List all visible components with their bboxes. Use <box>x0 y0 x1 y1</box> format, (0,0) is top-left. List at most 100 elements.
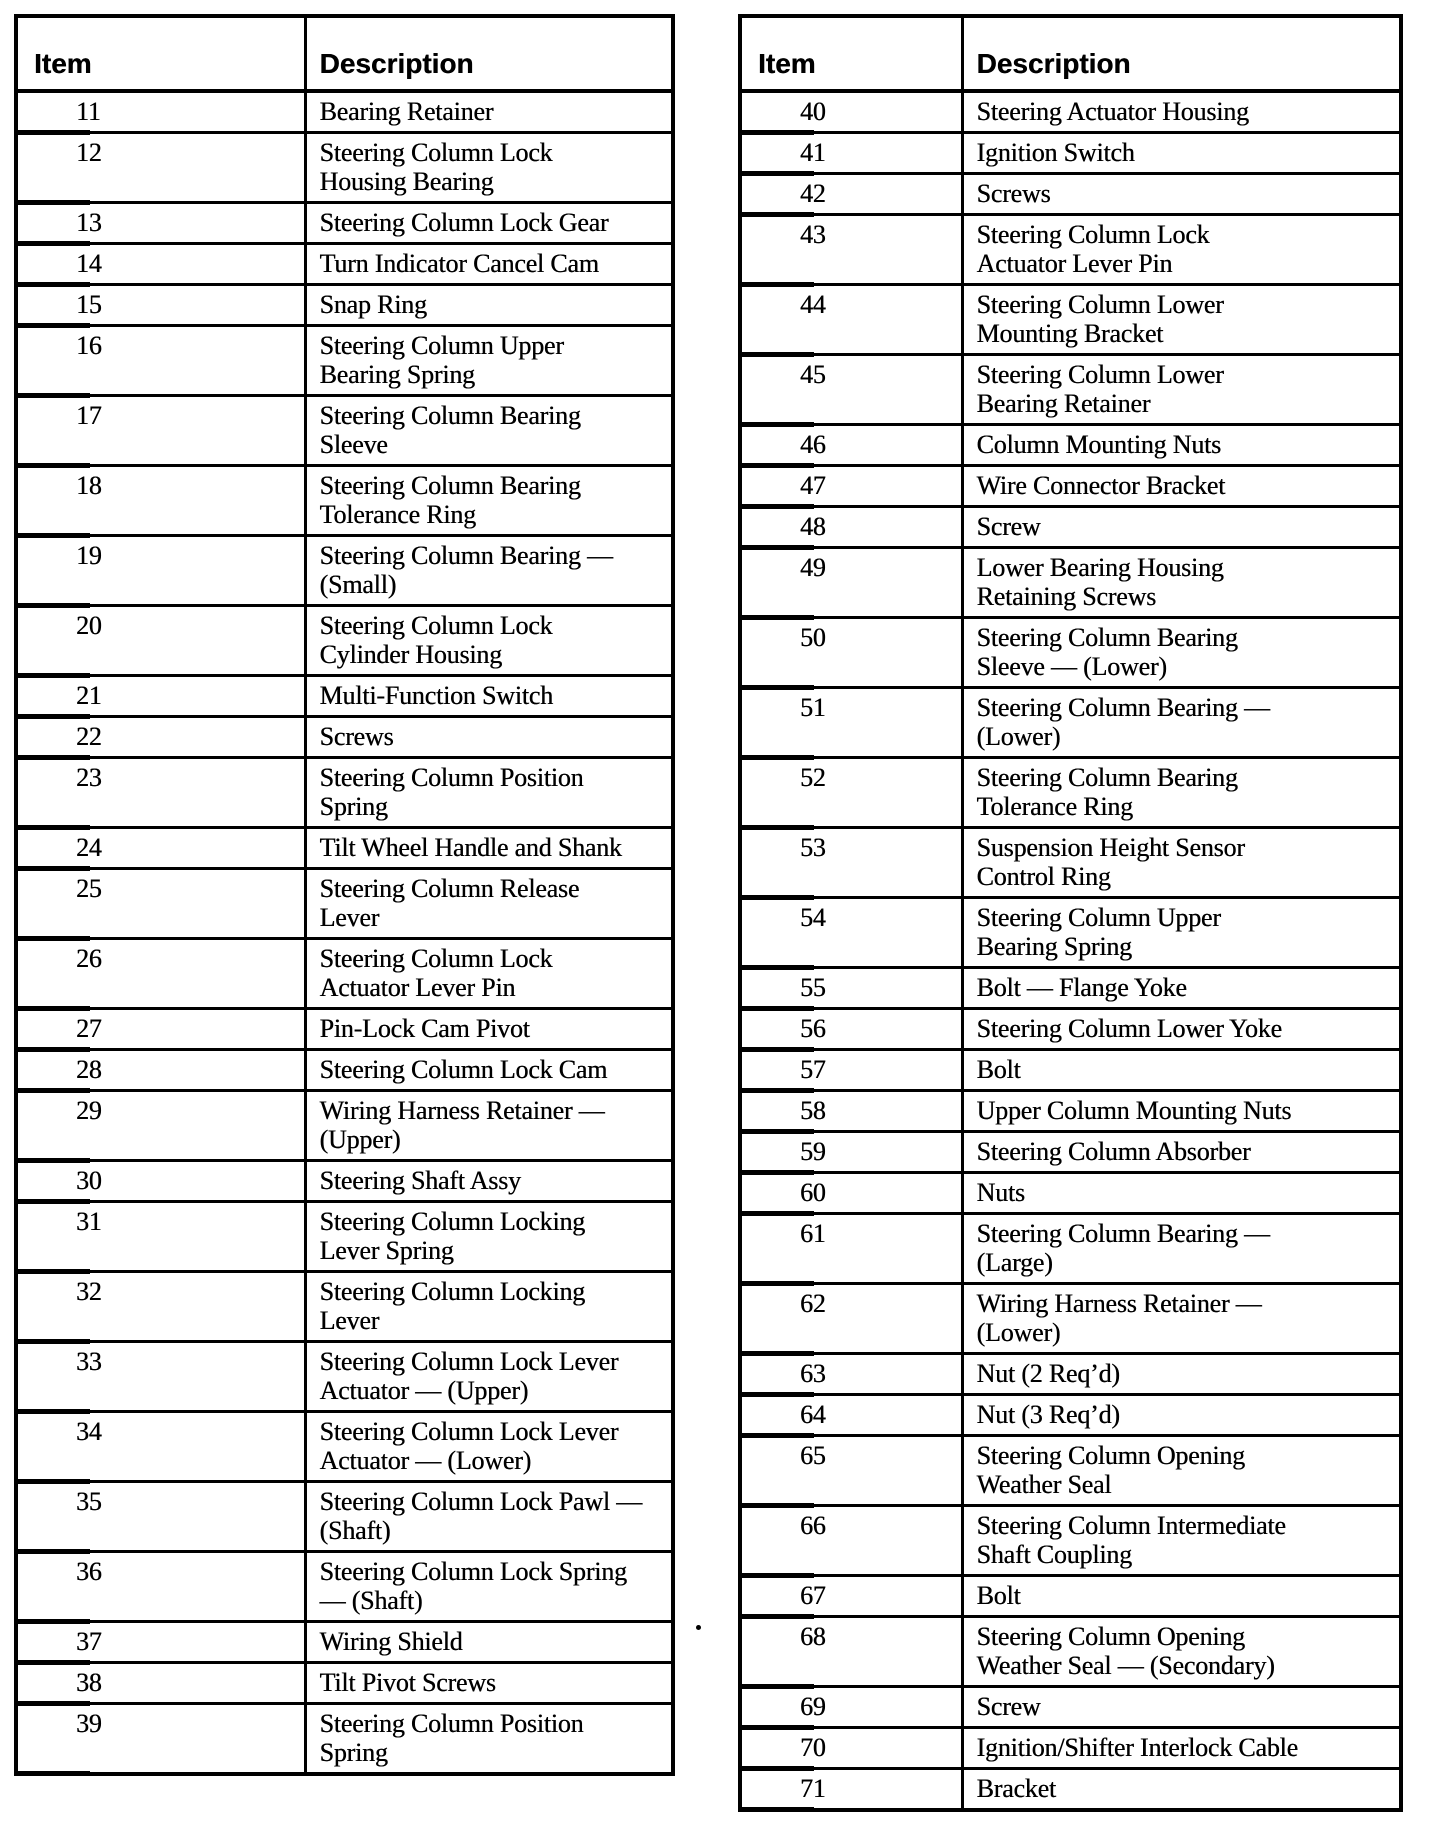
description-column-header: Description <box>303 14 675 93</box>
table-row: 25 Steering Column Release Lever <box>14 867 675 943</box>
table-row: 65 Steering Column Opening Weather Seal <box>738 1434 1403 1510</box>
item-column-header: Item <box>738 14 964 93</box>
item-number: 64 <box>738 1393 964 1440</box>
item-number: 33 <box>14 1340 307 1416</box>
item-description: Steering Shaft Assy <box>303 1159 675 1203</box>
item-description: Screws <box>303 715 675 759</box>
item-number: 71 <box>738 1767 964 1813</box>
parts-table-right: Item Description 40 Steering Actuator Hou… <box>738 14 1403 1813</box>
item-description: Steering Column Lock Pawl — (Shaft) <box>303 1480 675 1553</box>
item-description: Bolt <box>960 1574 1403 1618</box>
item-description: Column Mounting Nuts <box>960 423 1403 467</box>
item-number: 56 <box>738 1007 964 1054</box>
item-number: 44 <box>738 283 964 359</box>
item-description: Steering Column Lock Gear <box>303 201 675 245</box>
item-number: 52 <box>738 756 964 832</box>
item-description: Steering Column Lock Cylinder Housing <box>303 604 675 677</box>
item-description: Steering Column Absorber <box>960 1130 1403 1174</box>
item-description: Steering Column Bearing Sleeve — (Lower) <box>960 616 1403 689</box>
item-description: Steering Column Bearing — (Lower) <box>960 686 1403 759</box>
table-row: 37 Wiring Shield <box>14 1620 675 1667</box>
table-row: 19 Steering Column Bearing — (Small) <box>14 534 675 610</box>
table-row: 18 Steering Column Bearing Tolerance Ring <box>14 464 675 540</box>
item-number: 31 <box>14 1200 307 1276</box>
item-column-header: Item <box>14 14 307 93</box>
item-description: Steering Column Position Spring <box>303 756 675 829</box>
item-description: Tilt Wheel Handle and Shank <box>303 826 675 870</box>
table-row: 61 Steering Column Bearing — (Large) <box>738 1212 1403 1288</box>
table-row: 14 Turn Indicator Cancel Cam <box>14 242 675 289</box>
item-number: 60 <box>738 1171 964 1218</box>
item-number: 16 <box>14 324 307 400</box>
header-row: Item Description <box>738 14 1403 93</box>
item-number: 24 <box>14 826 307 873</box>
item-number: 23 <box>14 756 307 832</box>
item-number: 70 <box>738 1726 964 1773</box>
table-row: 13 Steering Column Lock Gear <box>14 201 675 248</box>
item-number: 21 <box>14 674 307 721</box>
item-number: 38 <box>14 1661 307 1708</box>
table-row: 59 Steering Column Absorber <box>738 1130 1403 1177</box>
item-description: Steering Actuator Housing <box>960 89 1403 134</box>
table-row: 20 Steering Column Lock Cylinder Housing <box>14 604 675 680</box>
item-description: Steering Column Bearing Tolerance Ring <box>960 756 1403 829</box>
item-number: 48 <box>738 505 964 552</box>
table-row: 53 Suspension Height Sensor Control Ring <box>738 826 1403 902</box>
table-row: 34 Steering Column Lock Lever Actuator — … <box>14 1410 675 1486</box>
item-number: 29 <box>14 1089 307 1165</box>
item-number: 51 <box>738 686 964 762</box>
item-description: Snap Ring <box>303 283 675 327</box>
item-number: 49 <box>738 546 964 622</box>
item-description: Steering Column Lower Bearing Retainer <box>960 353 1403 426</box>
item-description: Steering Column Upper Bearing Spring <box>303 324 675 397</box>
item-number: 61 <box>738 1212 964 1288</box>
item-number: 30 <box>14 1159 307 1206</box>
table-row: 24 Tilt Wheel Handle and Shank <box>14 826 675 873</box>
item-description: Steering Column Bearing Tolerance Ring <box>303 464 675 537</box>
item-number: 20 <box>14 604 307 680</box>
item-description: Ignition Switch <box>960 131 1403 175</box>
item-number: 62 <box>738 1282 964 1358</box>
item-description: Screws <box>960 172 1403 216</box>
item-description: Steering Column Lock Actuator Lever Pin <box>303 937 675 1010</box>
table-row: 50 Steering Column Bearing Sleeve — (Lowe… <box>738 616 1403 692</box>
table-row: 58 Upper Column Mounting Nuts <box>738 1089 1403 1136</box>
item-number: 36 <box>14 1550 307 1626</box>
item-number: 67 <box>738 1574 964 1621</box>
item-description: Steering Column Locking Lever Spring <box>303 1200 675 1273</box>
item-number: 22 <box>14 715 307 762</box>
item-description: Ignition/Shifter Interlock Cable <box>960 1726 1403 1770</box>
item-number: 37 <box>14 1620 307 1667</box>
item-number: 65 <box>738 1434 964 1510</box>
item-description: Steering Column Opening Weather Seal <box>960 1434 1403 1507</box>
table-row: 52 Steering Column Bearing Tolerance Ring <box>738 756 1403 832</box>
item-number: 50 <box>738 616 964 692</box>
item-number: 46 <box>738 423 964 470</box>
table-row: 23 Steering Column Position Spring <box>14 756 675 832</box>
item-number: 40 <box>738 89 964 136</box>
item-description: Nuts <box>960 1171 1403 1215</box>
table-row: 48 Screw <box>738 505 1403 552</box>
item-number: 54 <box>738 896 964 972</box>
item-number: 11 <box>14 89 307 136</box>
item-number: 43 <box>738 213 964 289</box>
table-body: 11 Bearing Retainer 12 Steering Column Lock… <box>14 89 675 1777</box>
item-description: Suspension Height Sensor Control Ring <box>960 826 1403 899</box>
table-row: 17 Steering Column Bearing Sleeve <box>14 394 675 470</box>
table-row: 46 Column Mounting Nuts <box>738 423 1403 470</box>
item-description: Steering Column Lock Cam <box>303 1048 675 1092</box>
item-description: Steering Column Bearing — (Large) <box>960 1212 1403 1285</box>
table-body: 40 Steering Actuator Housing 41 Ignition Sw… <box>738 89 1403 1813</box>
table-row: 62 Wiring Harness Retainer — (Lower) <box>738 1282 1403 1358</box>
item-number: 45 <box>738 353 964 429</box>
item-description: Wiring Harness Retainer — (Lower) <box>960 1282 1403 1355</box>
item-number: 17 <box>14 394 307 470</box>
table-row: 31 Steering Column Locking Lever Spring <box>14 1200 675 1276</box>
item-description: Steering Column Release Lever <box>303 867 675 940</box>
item-number: 58 <box>738 1089 964 1136</box>
table-row: 16 Steering Column Upper Bearing Spring <box>14 324 675 400</box>
table-row: 39 Steering Column Position Spring <box>14 1702 675 1777</box>
table-row: 68 Steering Column Opening Weather Seal —… <box>738 1615 1403 1691</box>
table-row: 27 Pin-Lock Cam Pivot <box>14 1007 675 1054</box>
table-row: 33 Steering Column Lock Lever Actuator — … <box>14 1340 675 1416</box>
